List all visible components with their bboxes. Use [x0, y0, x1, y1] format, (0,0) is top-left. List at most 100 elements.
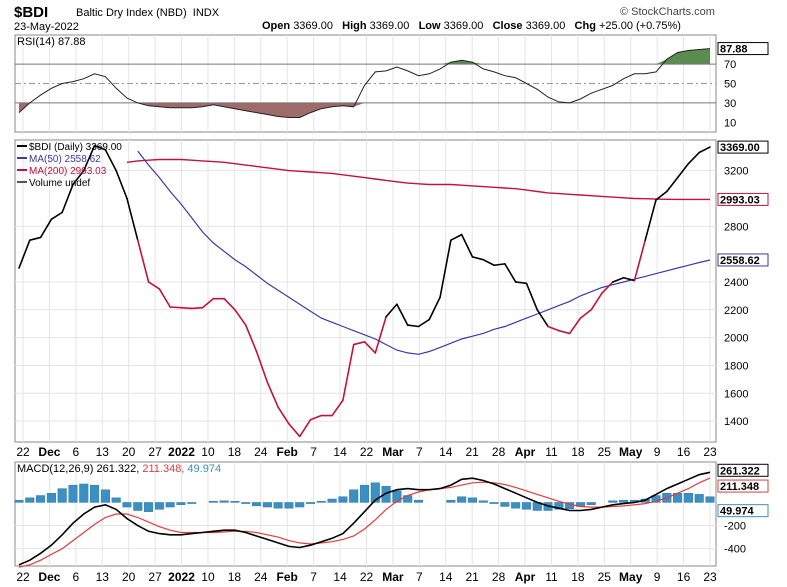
close-label: Close	[492, 20, 523, 32]
x-tick-label-bottom: May	[619, 570, 643, 584]
price-segment	[676, 162, 690, 179]
rsi-last-value: 87.88	[717, 42, 769, 56]
price-segment	[126, 197, 139, 242]
stockcharts-logo[interactable]: © StockCharts.com	[620, 6, 715, 18]
x-tick-label-top: 2022	[168, 445, 195, 459]
high-value: 3369.00	[369, 20, 410, 32]
price-tick-label: 1400	[724, 416, 748, 428]
macd-label: MACD(12,26,9) 261.322, 211.348, 49.974	[17, 463, 221, 475]
price-segment	[482, 258, 495, 267]
price-segment	[331, 399, 344, 417]
x-tick-label-top: 18	[571, 445, 585, 459]
x-tick-label-bottom: 7	[310, 570, 317, 584]
macd-histogram-bar	[413, 499, 424, 503]
x-tick-label-top: Apr	[515, 445, 536, 459]
macd-histogram-bar	[295, 502, 305, 508]
macd-histogram-bar	[467, 497, 477, 503]
ma50-last-value-text: 2558.62	[720, 255, 760, 267]
price-segment	[342, 343, 355, 402]
legend-volume: Volume undef	[29, 178, 90, 189]
price-segment	[406, 324, 420, 328]
rsi-overbought-fill	[440, 48, 710, 65]
macd-histogram-bar	[25, 497, 35, 503]
macd-tick-label: -400	[724, 544, 746, 556]
price-segment	[72, 169, 85, 186]
macd-histogram-bar	[154, 502, 164, 510]
macd-histogram-bar	[14, 499, 24, 503]
price-tick-label: 3200	[724, 166, 748, 178]
price-last-value-text: 3369.00	[720, 142, 760, 154]
x-tick-label-bottom: 23	[703, 570, 717, 584]
price-segment	[244, 324, 258, 353]
macd-histogram-bar	[338, 496, 348, 503]
macd-histogram-bar	[165, 502, 175, 508]
macd-histogram-bar	[262, 502, 272, 508]
x-tick-label-top: 7	[310, 445, 317, 459]
price-segment	[158, 288, 171, 308]
macd-histogram-bar	[683, 493, 693, 503]
macd-histogram-bar	[68, 484, 78, 503]
price-segment	[277, 406, 290, 425]
price-segment	[666, 176, 679, 193]
macd-histogram-bar	[370, 482, 380, 503]
price-segment	[298, 418, 312, 438]
macd-histogram-bar	[349, 489, 359, 503]
x-tick-label-bottom: 16	[677, 570, 691, 584]
x-tick-label-bottom: 20	[122, 570, 136, 584]
macd-histogram-bar	[79, 483, 89, 503]
low-value: 3369.00	[443, 20, 484, 32]
macd-histogram-bar	[651, 495, 661, 503]
price-segment	[255, 350, 269, 383]
macd-histogram-bar	[705, 496, 715, 503]
macd-histogram-bar	[90, 484, 100, 503]
price-segment	[428, 296, 441, 321]
x-tick-label-top: 21	[466, 445, 480, 459]
price-tick-label: 2200	[724, 305, 748, 317]
x-tick-label-top: 10	[201, 445, 215, 459]
x-tick-label-bottom: 13	[96, 570, 110, 584]
instrument-full-name: Baltic Dry Index (NBD)	[76, 7, 187, 19]
open-label: Open	[262, 20, 291, 32]
macd-histogram-bar	[489, 502, 499, 504]
x-tick-label-bottom: 14	[439, 570, 453, 584]
price-last-value: 3369.00	[717, 140, 769, 154]
macd-histogram-bar	[619, 499, 629, 503]
macd-histogram-bar	[111, 497, 121, 503]
price-segment	[547, 325, 560, 332]
x-tick-label-top: Dec	[38, 445, 60, 459]
price-segment	[460, 233, 474, 258]
macd-histogram-bar	[230, 501, 240, 503]
price-segment	[396, 303, 409, 326]
price-segment	[374, 315, 387, 354]
macd-histogram-bar	[478, 500, 488, 503]
price-segment	[525, 282, 539, 311]
price-segment	[633, 239, 647, 282]
ma200-line	[126, 158, 710, 201]
x-tick-label-top: 11	[545, 445, 558, 459]
price-segment	[136, 239, 150, 283]
macd-histogram-bar	[176, 502, 186, 505]
x-tick-label-bottom: 2022	[168, 570, 195, 584]
price-segment	[687, 151, 701, 165]
macd-histogram-bar	[273, 502, 283, 509]
high-label: High	[342, 20, 367, 32]
macd-signal-last-value-box	[717, 479, 769, 493]
instrument-type: INDX	[192, 7, 220, 19]
legend-ma50: MA(50) 2558.62	[29, 154, 101, 165]
macd-histogram-bar	[46, 493, 56, 503]
price-segment	[558, 329, 571, 335]
price-segment	[504, 263, 517, 283]
macd-histogram-bar	[144, 502, 154, 512]
x-tick-label-bottom: 18	[571, 570, 585, 584]
macd-hist-last-value-box	[717, 504, 769, 518]
price-segment	[579, 308, 593, 319]
x-tick-label-bottom: 28	[492, 570, 506, 584]
macd-histogram-bar	[316, 501, 326, 503]
price-segment	[385, 303, 398, 318]
x-tick-label-top: 24	[254, 445, 268, 459]
rsi-last-value-text: 87.88	[720, 44, 748, 56]
macd-signal-last-value: 211.348	[717, 479, 769, 493]
price-segment	[568, 317, 582, 335]
price-last-value-box	[717, 140, 769, 154]
x-tick-label-bottom: Dec	[38, 570, 60, 584]
